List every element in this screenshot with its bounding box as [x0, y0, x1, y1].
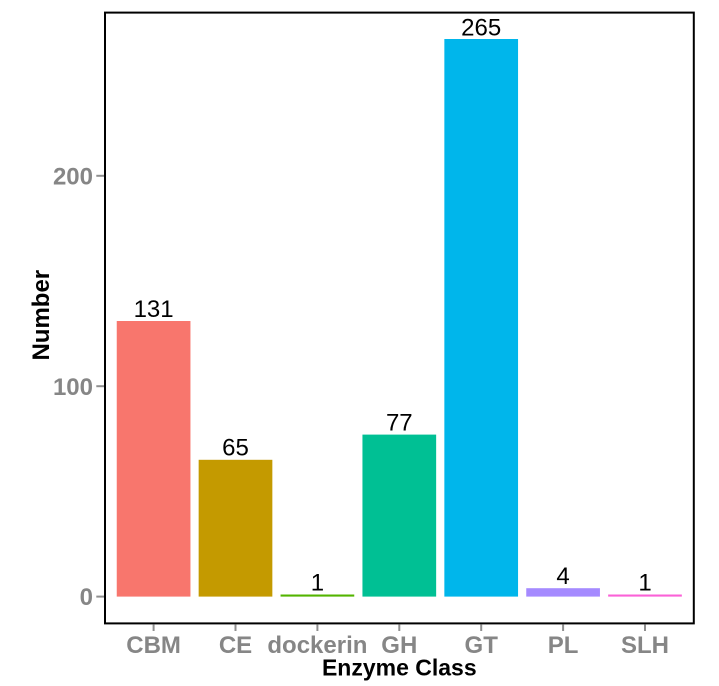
svg-text:265: 265	[461, 14, 501, 41]
svg-text:SLH: SLH	[621, 632, 669, 659]
svg-text:77: 77	[386, 409, 413, 436]
svg-text:200: 200	[53, 163, 93, 190]
svg-text:Number: Number	[28, 270, 55, 361]
svg-text:dockerin: dockerin	[267, 632, 367, 659]
svg-text:1: 1	[311, 569, 324, 596]
svg-text:131: 131	[134, 296, 174, 323]
svg-text:Enzyme Class: Enzyme Class	[322, 654, 477, 680]
svg-text:CE: CE	[219, 632, 252, 659]
svg-text:0: 0	[80, 584, 93, 611]
svg-text:PL: PL	[548, 632, 579, 659]
svg-text:GT: GT	[465, 632, 499, 659]
svg-text:4: 4	[556, 563, 569, 590]
svg-text:GH: GH	[381, 632, 417, 659]
svg-text:100: 100	[53, 374, 93, 401]
svg-text:1: 1	[638, 569, 651, 596]
svg-text:65: 65	[222, 435, 249, 462]
svg-text:CBM: CBM	[126, 632, 181, 659]
